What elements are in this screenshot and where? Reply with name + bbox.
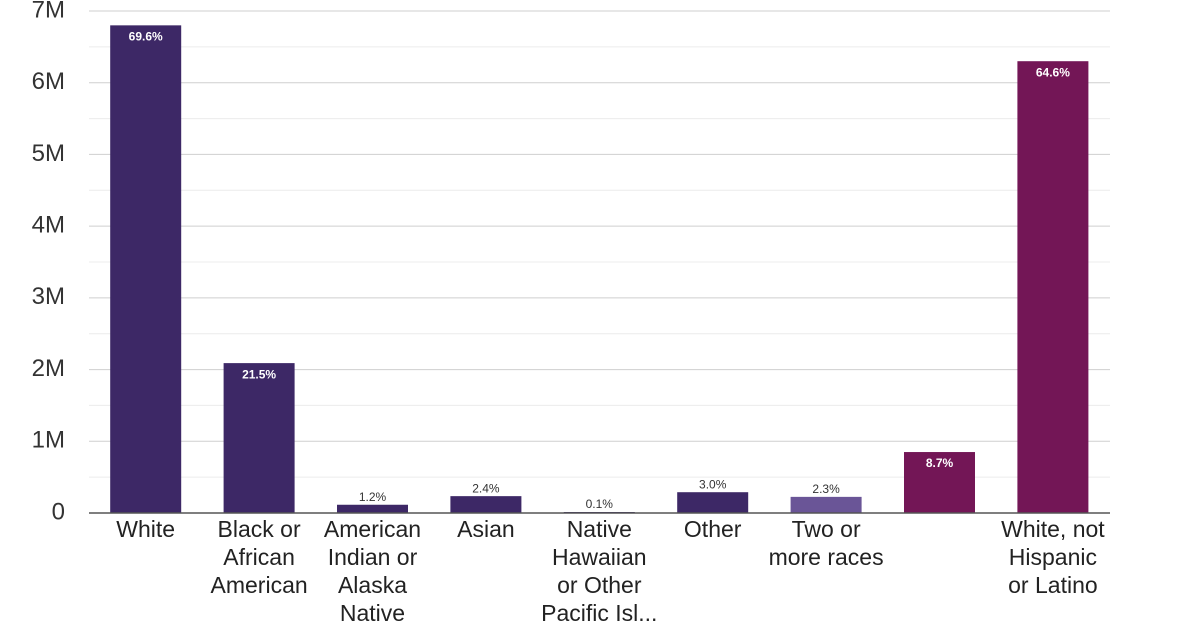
y-tick-label: 2M [32, 355, 65, 382]
y-tick-label: 7M [32, 0, 65, 23]
y-axis: 0 1M 2M 3M 4M 5M 6M 7M [32, 0, 65, 525]
bar[interactable] [450, 496, 522, 513]
data-label: 8.7% [926, 456, 954, 470]
bar[interactable] [1017, 61, 1089, 513]
x-tick-label: American Indian or Alaska Native [324, 516, 421, 626]
data-labels: 69.6% 21.5% 1.2% 2.4% 0.1% 3.0% 2.3% 8.7% 64.6% [129, 30, 1071, 512]
data-label: 3.0% [699, 477, 727, 491]
bar[interactable] [790, 496, 862, 513]
x-tick-label: White, not Hispanic or Latino [1001, 516, 1105, 598]
data-label: 21.5% [242, 367, 276, 381]
chart-grid [89, 10, 1110, 478]
bar[interactable] [677, 492, 749, 513]
y-tick-label: 5M [32, 140, 65, 167]
bar[interactable] [110, 25, 182, 513]
data-label: 1.2% [359, 490, 387, 504]
y-tick-label: 4M [32, 211, 65, 238]
x-tick-label: Asian [457, 516, 515, 542]
y-tick-label: 3M [32, 283, 65, 310]
bar[interactable] [223, 363, 295, 513]
x-tick-label: White [116, 516, 175, 542]
data-label: 64.6% [1036, 65, 1070, 79]
data-label: 0.1% [586, 497, 614, 511]
y-tick-label: 0 [52, 498, 65, 525]
y-tick-label: 1M [32, 427, 65, 454]
data-label: 69.6% [129, 30, 163, 44]
x-tick-label: Native Hawaiian or Other Pacific Isl... [541, 516, 657, 626]
bar[interactable] [904, 452, 975, 513]
x-tick-label: Black or African American [211, 516, 308, 598]
x-tick-label: Two or more races [769, 516, 884, 570]
data-label: 2.3% [812, 482, 840, 496]
bar[interactable] [337, 504, 408, 513]
y-tick-label: 6M [32, 68, 65, 95]
x-tick-label: Other [684, 516, 742, 542]
data-label: 2.4% [472, 481, 500, 495]
chart-bars [110, 25, 1089, 513]
